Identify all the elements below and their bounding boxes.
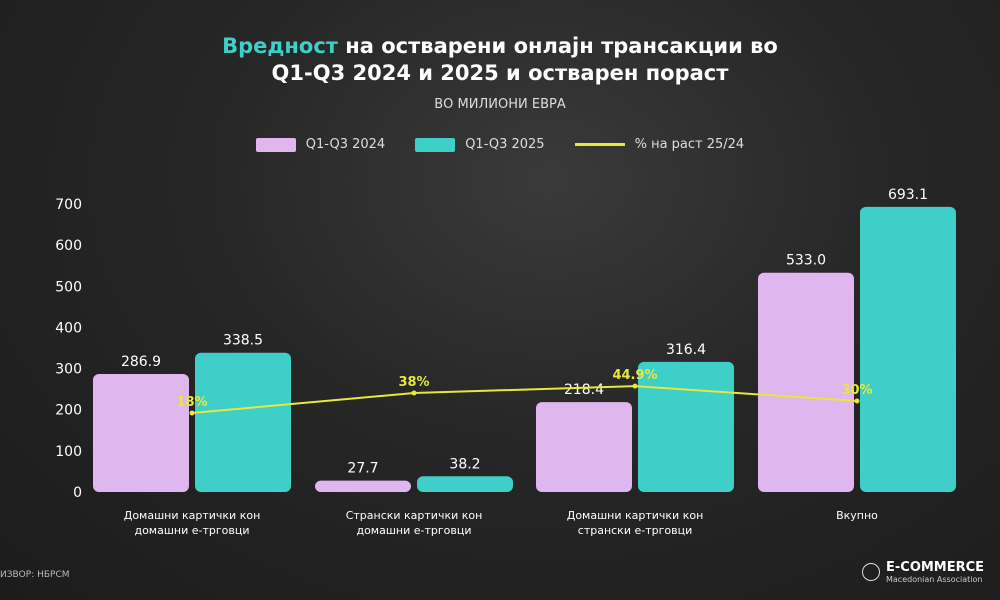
bar-value-label: 218.4 xyxy=(564,382,604,398)
legend-label: Q1-Q3 2024 xyxy=(305,137,386,152)
bar-value-label: 27.7 xyxy=(347,461,378,477)
growth-label: 18% xyxy=(176,395,207,410)
growth-label: 30% xyxy=(841,383,872,398)
growth-point xyxy=(632,383,638,389)
growth-point xyxy=(189,410,195,416)
bar-2025 xyxy=(638,361,734,492)
title-accent: Вредност xyxy=(222,34,338,58)
legend-2025: Q1-Q3 2025 xyxy=(415,137,545,152)
chart-subtitle: ВО МИЛИОНИ ЕВРА xyxy=(434,97,566,112)
bar-value-label: 533.0 xyxy=(786,253,826,269)
title-line2: Q1-Q3 2024 и 2025 и остварен пораст xyxy=(271,61,729,85)
source-note: ИЗВОР: НБРСМ xyxy=(0,570,70,580)
legend-swatch-2025 xyxy=(415,137,456,152)
y-tick-label: 500 xyxy=(55,279,82,295)
bar-value-label: 286.9 xyxy=(121,354,161,370)
category-label: домашни е-трговци xyxy=(134,524,249,537)
category-label: Вкупно xyxy=(836,509,878,522)
logo-name: E-COMMERCE xyxy=(886,560,985,575)
legend-label: % на раст 25/24 xyxy=(634,137,745,152)
logo-icon xyxy=(862,563,880,581)
y-tick-label: 600 xyxy=(55,238,82,254)
growth-label: 38% xyxy=(398,375,429,390)
y-tick-label: 300 xyxy=(55,362,82,378)
legend-2024: Q1-Q3 2024 xyxy=(255,137,386,152)
bar-2025 xyxy=(860,206,956,492)
growth-line xyxy=(191,385,858,414)
bar-value-label: 338.5 xyxy=(223,333,263,349)
logo-tagline: Macedonian Association xyxy=(886,575,983,584)
growth-label: 44.9% xyxy=(612,368,657,383)
category-label: странски е-трговци xyxy=(578,524,692,537)
category-label: Домашни картички кон xyxy=(567,509,704,522)
legend: Q1-Q3 2024 Q1-Q3 2025 % на раст 25/24 xyxy=(0,137,1000,152)
category-label: Домашни картички кон xyxy=(124,509,261,522)
y-tick-label: 200 xyxy=(55,403,82,419)
bar-2024 xyxy=(93,373,189,492)
category-label: Странски картички кон xyxy=(346,509,483,522)
y-tick-label: 100 xyxy=(55,444,82,460)
bar-2024 xyxy=(536,402,632,492)
logo: E-COMMERCE Macedonian Association xyxy=(862,560,984,584)
growth-point xyxy=(854,398,860,404)
bar-2024 xyxy=(315,480,411,492)
y-tick-label: 700 xyxy=(55,197,82,213)
category-label: домашни е-трговци xyxy=(356,524,471,537)
bar-value-label: 316.4 xyxy=(666,342,706,358)
legend-line-growth xyxy=(574,143,625,146)
y-tick-label: 0 xyxy=(73,485,82,501)
legend-swatch-2024 xyxy=(255,137,296,152)
bar-value-label: 38.2 xyxy=(449,456,480,472)
chart-title: Вредност на остварени онлајн трансакции … xyxy=(0,33,1000,87)
bar-2025 xyxy=(417,476,513,492)
bar-2024 xyxy=(758,272,854,492)
legend-label: Q1-Q3 2025 xyxy=(465,137,545,152)
growth-point xyxy=(411,390,417,396)
bar-value-label: 693.1 xyxy=(888,187,928,203)
y-tick-label: 400 xyxy=(55,320,82,336)
legend-growth: % на раст 25/24 xyxy=(574,137,745,152)
title-rest: на остварени онлајн трансакции во xyxy=(337,34,778,58)
bar-2025 xyxy=(195,352,291,492)
